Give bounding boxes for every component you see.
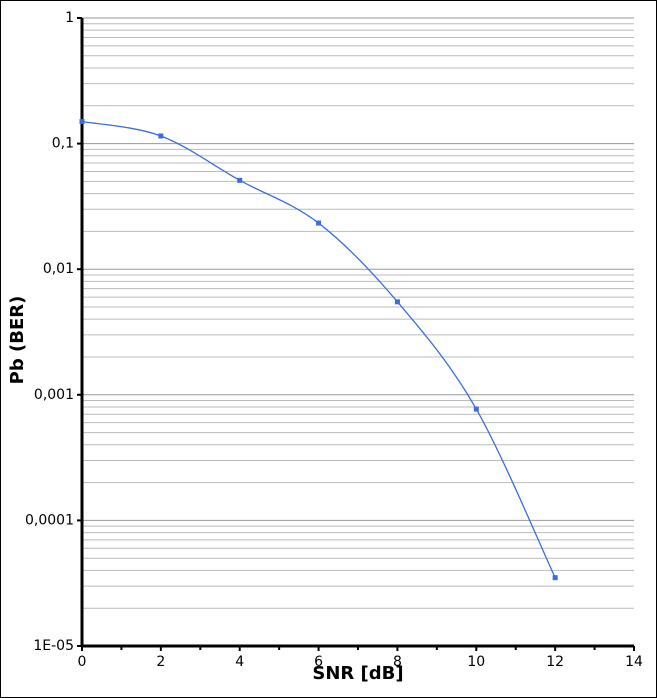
- y-tick-label: 1: [65, 10, 74, 26]
- x-tick-label: 8: [393, 654, 402, 670]
- y-axis-label: Pb (BER): [7, 296, 28, 385]
- point: [158, 133, 164, 139]
- x-tick-label: 4: [235, 654, 244, 670]
- x-tick-label: 14: [625, 654, 643, 670]
- y-tick-label: 1E-05: [33, 638, 74, 654]
- point: [316, 220, 322, 226]
- point: [473, 406, 479, 412]
- y-tick-label: 0,001: [34, 387, 74, 403]
- x-tick-label: 6: [314, 654, 323, 670]
- y-tick-label: 0,0001: [25, 512, 74, 528]
- y-tick-label: 0,1: [52, 136, 74, 152]
- series-line: [81, 120, 556, 578]
- x-tick-label: 2: [156, 654, 165, 670]
- x-tick-label: 12: [546, 654, 564, 670]
- y-tick-label: 0,01: [43, 261, 74, 277]
- point: [394, 299, 400, 305]
- point: [237, 177, 243, 183]
- x-axis-label: SNR [dB]: [312, 663, 403, 684]
- x-tick-label: 10: [467, 654, 485, 670]
- point: [552, 575, 558, 581]
- x-tick-label: 0: [78, 654, 87, 670]
- point: [79, 118, 85, 124]
